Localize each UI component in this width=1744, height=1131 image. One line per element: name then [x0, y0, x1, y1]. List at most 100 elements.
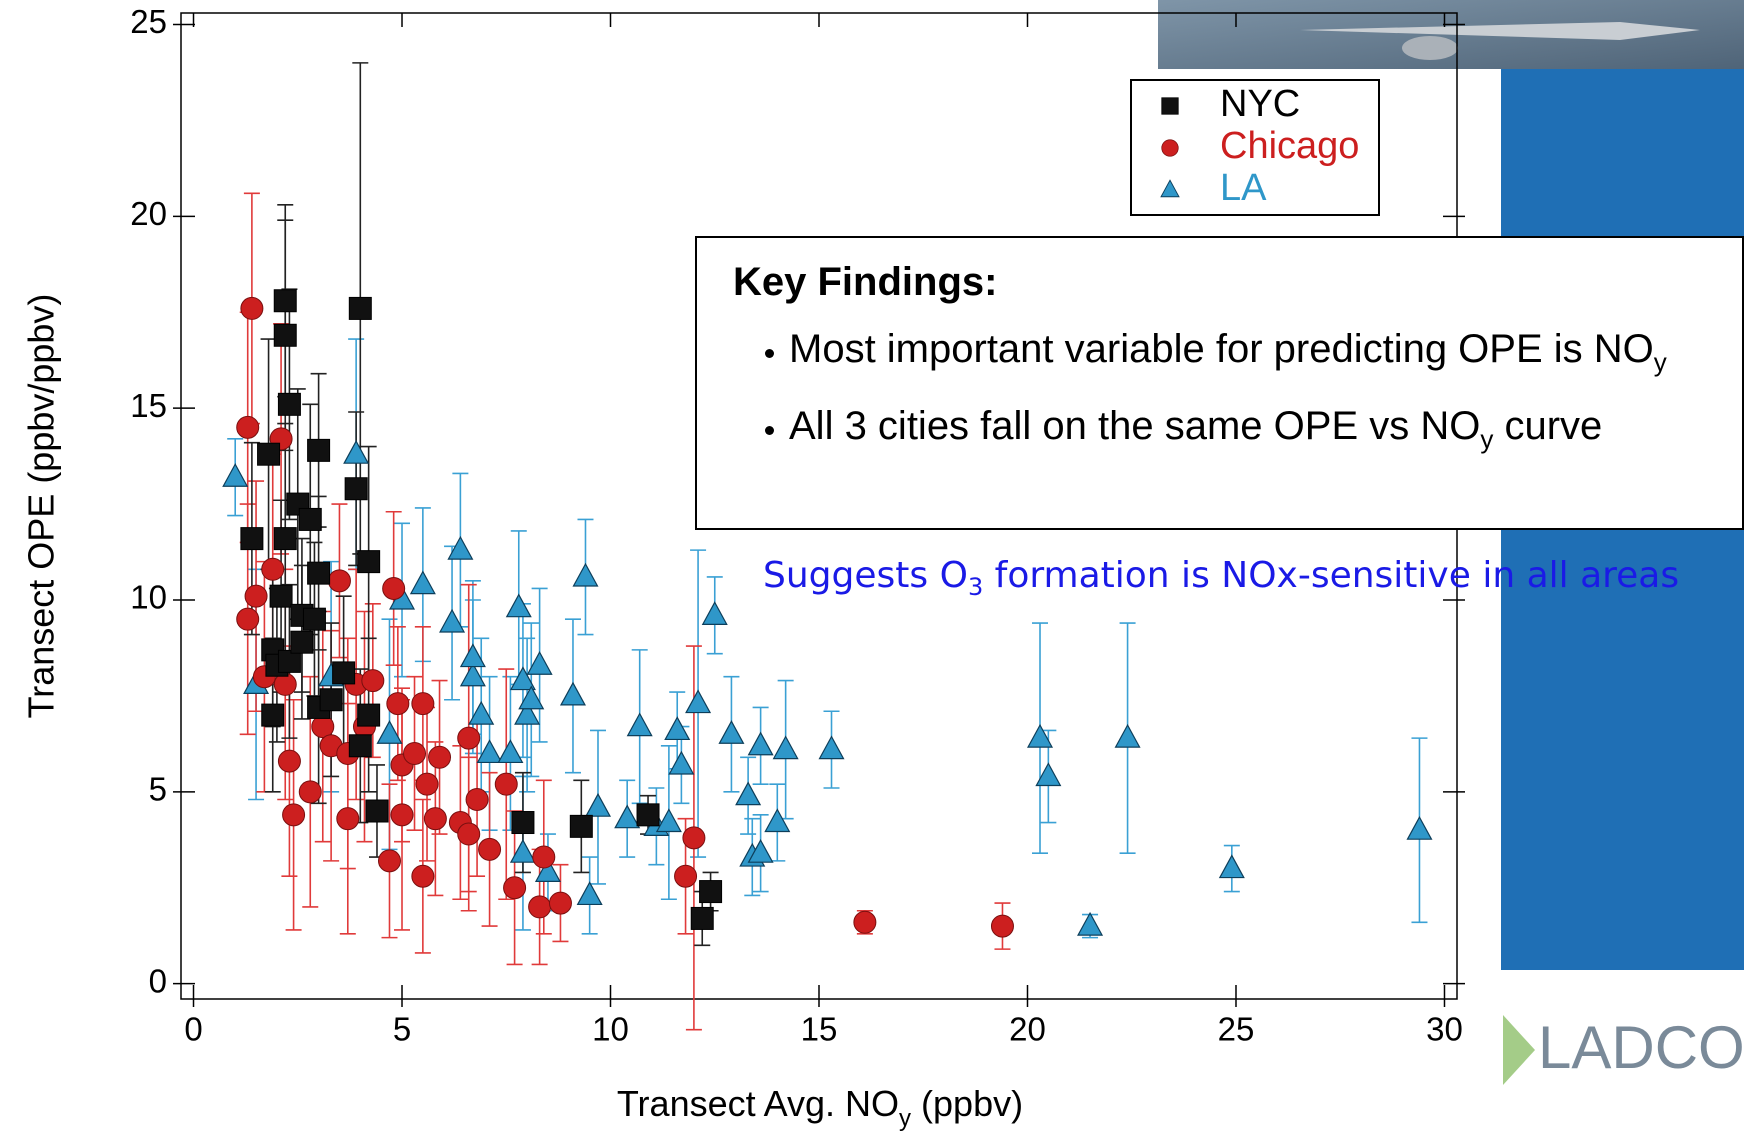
- y-tick-label: 25: [130, 3, 167, 40]
- marker: [990, 914, 1014, 938]
- y-tick-label: 10: [130, 579, 167, 616]
- marker: [685, 689, 712, 714]
- logo-mark: [1503, 1015, 1535, 1085]
- marker: [415, 772, 439, 796]
- finding: All 3 cities fall on the same OPE vs NOy…: [789, 394, 1742, 471]
- marker: [236, 415, 260, 439]
- x-axis-label-sub: y: [899, 1105, 911, 1131]
- marker: [344, 477, 368, 501]
- marker: [277, 749, 301, 773]
- aircraft-engine: [1402, 36, 1458, 60]
- logo-text: LADCO: [1538, 1014, 1744, 1081]
- marker: [282, 803, 306, 827]
- marker: [361, 669, 385, 693]
- marker: [1077, 911, 1104, 936]
- marker: [747, 838, 774, 863]
- marker: [277, 392, 301, 416]
- marker: [718, 720, 745, 744]
- marker: [257, 442, 281, 466]
- marker: [403, 741, 427, 765]
- marker: [569, 814, 593, 838]
- marker: [478, 837, 502, 861]
- marker: [476, 739, 503, 764]
- note-text: formation is NOx-sensitive in all areas: [983, 555, 1680, 596]
- marker: [386, 692, 410, 716]
- marker: [511, 811, 535, 835]
- marker: [411, 864, 435, 888]
- marker: [584, 792, 612, 817]
- marker: [332, 661, 356, 685]
- marker: [240, 296, 264, 320]
- marker: [411, 692, 435, 716]
- marker: [302, 607, 326, 631]
- marker: [439, 608, 466, 633]
- y-tick-label: 5: [149, 771, 167, 808]
- legend-marker: [1160, 179, 1180, 198]
- marker: [447, 535, 474, 560]
- marker: [222, 462, 249, 487]
- finding-text: Most important variable for predicting O…: [789, 327, 1654, 371]
- x-axis-label: Transect Avg. NOy (ppbv): [617, 1083, 1023, 1131]
- marker: [261, 557, 285, 581]
- finding-text: curve: [1493, 404, 1603, 448]
- legend-label: NYC: [1220, 83, 1300, 125]
- finding: Most important variable for predicting O…: [789, 317, 1742, 394]
- marker: [572, 562, 599, 587]
- x-tick-label: 10: [592, 1011, 629, 1048]
- marker: [818, 735, 845, 760]
- marker: [576, 881, 603, 906]
- y-tick-label: 15: [130, 387, 167, 424]
- marker: [357, 703, 381, 727]
- note-text: Suggests O: [763, 555, 968, 596]
- marker: [298, 507, 322, 531]
- marker: [518, 685, 545, 710]
- marker: [336, 807, 360, 831]
- marker: [532, 845, 556, 869]
- marker: [240, 527, 264, 551]
- marker: [636, 803, 660, 827]
- marker: [664, 716, 691, 741]
- marker: [526, 650, 553, 675]
- marker: [261, 703, 285, 727]
- marker: [735, 781, 762, 806]
- marker: [382, 576, 406, 600]
- marker: [244, 584, 268, 608]
- marker: [1035, 762, 1062, 787]
- marker: [534, 858, 561, 882]
- logo: LADCO: [1503, 1014, 1744, 1085]
- marker: [307, 438, 331, 462]
- legend-marker: [1161, 97, 1179, 115]
- marker: [348, 734, 372, 758]
- aircraft: [1300, 22, 1700, 40]
- marker: [1406, 815, 1433, 840]
- marker: [327, 569, 351, 593]
- marker: [457, 822, 481, 846]
- marker: [468, 700, 495, 725]
- marker: [528, 895, 552, 919]
- finding-sub: y: [1653, 347, 1667, 377]
- marker: [509, 666, 536, 691]
- note: Suggests O3 formation is NOx-sensitive i…: [763, 555, 1679, 601]
- x-tick-label: 20: [1009, 1011, 1046, 1048]
- x-axis-label-part: Transect Avg. NO: [617, 1083, 899, 1124]
- note-sub: 3: [967, 573, 984, 602]
- plot-area: 0 5 10 15 20 25 30 0 5 10 15 20 25: [130, 3, 1465, 1048]
- marker: [273, 527, 297, 551]
- y-axis-label: Transect OPE (ppbv/ppbv): [21, 294, 62, 719]
- marker: [428, 745, 452, 769]
- marker: [699, 880, 723, 904]
- marker: [494, 772, 518, 796]
- marker: [497, 739, 524, 764]
- marker: [548, 891, 572, 915]
- marker: [559, 681, 586, 706]
- finding-sub: y: [1480, 424, 1494, 454]
- marker: [377, 849, 401, 873]
- marker: [348, 296, 372, 320]
- finding-text: All 3 cities fall on the same OPE vs NO: [789, 404, 1481, 448]
- marker: [1114, 723, 1141, 748]
- marker: [772, 735, 799, 760]
- marker: [459, 662, 486, 687]
- marker: [764, 808, 791, 833]
- key-findings-list: Most important variable for predicting O…: [733, 317, 1742, 471]
- marker: [655, 808, 682, 833]
